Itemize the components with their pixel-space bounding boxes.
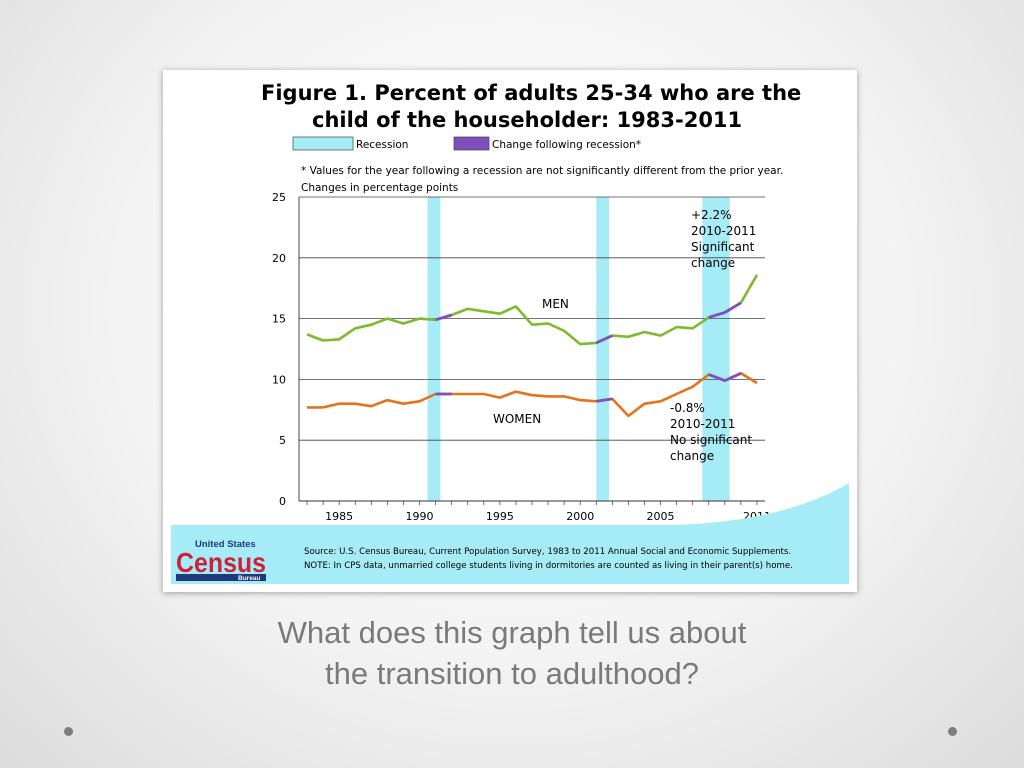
figure-subtitle: Changes in percentage points [301, 182, 458, 194]
men-change-segment-2001-2002 [595, 334, 613, 345]
men-change-line1: +2.2% [691, 208, 732, 222]
legend-change-swatch [453, 136, 490, 151]
logo-bureau-bar [176, 574, 266, 581]
women-change-segment-2001-2002 [596, 397, 613, 403]
corner-dot-right [948, 727, 957, 736]
legend-recession-label: Recession [356, 139, 408, 151]
xtick-label-1985: 1985 [325, 510, 353, 523]
recession-band-2 [702, 197, 730, 501]
series-lines [306, 274, 759, 418]
figure-source: Source: U.S. Census Bureau, Current Popu… [304, 547, 791, 557]
men-change-line4: change [691, 256, 735, 270]
figure-note: NOTE: In CPS data, unmarried college stu… [304, 561, 793, 571]
women-change-line1: -0.8% [670, 401, 705, 415]
recession-band-1 [596, 197, 610, 501]
legend-change-label: Change following recession* [492, 139, 641, 151]
figure-title-line1: Figure 1. Percent of adults 25-34 who ar… [261, 81, 801, 105]
women-series-label: WOMEN [493, 412, 541, 426]
men-change-line3: Significant [691, 240, 755, 254]
slide-caption: What does this graph tell us about the t… [160, 612, 864, 694]
logo-united-states: United States [195, 539, 256, 550]
men-series-line [306, 274, 759, 346]
figure-footnote: * Values for the year following a recess… [301, 165, 783, 177]
axes: 0510152025198519901995200020052011 [272, 191, 771, 523]
xtick-label-1990: 1990 [406, 510, 434, 523]
logo-census: Census [176, 547, 266, 578]
ytick-label-25: 25 [272, 191, 286, 204]
xtick-label-2000: 2000 [566, 510, 594, 523]
women-change-segment-2008-2010 [708, 372, 742, 383]
women-change-line3: No significant [670, 433, 752, 447]
men-change-segment-1991-1992 [435, 313, 453, 322]
men-change-line2: 2010-2011 [691, 224, 756, 238]
figure-title-line2: child of the householder: 1983-2011 [312, 108, 742, 132]
xtick-label-1995: 1995 [486, 510, 514, 523]
women-series-line [307, 371, 758, 418]
gridlines [299, 196, 765, 441]
ytick-label-20: 20 [272, 252, 286, 265]
ytick-label-15: 15 [272, 313, 286, 326]
figure-card: Figure 1. Percent of adults 25-34 who ar… [163, 70, 857, 592]
recession-band-0 [427, 197, 441, 501]
caption-line1: What does this graph tell us about [277, 615, 747, 650]
women-change-line2: 2010-2011 [670, 417, 735, 431]
men-change-segment-2008-2010 [708, 301, 742, 319]
footer-band [171, 483, 849, 584]
ytick-label-0: 0 [279, 495, 286, 508]
women-change-line4: change [670, 449, 714, 463]
legend-recession-swatch [292, 136, 354, 151]
ytick-label-10: 10 [272, 373, 286, 386]
figure-chart: Figure 1. Percent of adults 25-34 who ar… [171, 81, 849, 584]
caption-line2: the transition to adulthood? [325, 656, 699, 691]
xtick-label-2005: 2005 [647, 510, 675, 523]
corner-dot-left [64, 727, 73, 736]
men-series-label: MEN [542, 297, 569, 311]
logo-bureau: Bureau [238, 575, 260, 582]
recession-bands [427, 197, 730, 501]
ytick-label-5: 5 [279, 434, 286, 447]
